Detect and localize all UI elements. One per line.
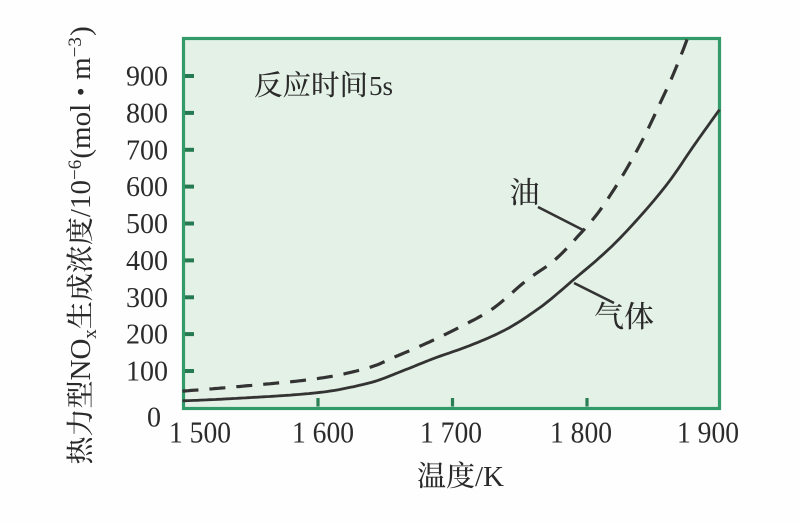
svg-text:1 500: 1 500 [169, 415, 231, 450]
svg-text:/K: /K [475, 461, 504, 493]
svg-text:(mol: (mol [65, 104, 97, 159]
svg-text:1 900: 1 900 [677, 415, 739, 450]
svg-text:400: 400 [126, 246, 168, 277]
svg-text:100: 100 [126, 357, 168, 388]
svg-text:/10: /10 [65, 180, 97, 217]
svg-text:x: x [80, 329, 101, 339]
svg-text:−6: −6 [65, 160, 86, 180]
svg-text:5s: 5s [369, 71, 393, 101]
svg-text:900: 900 [126, 62, 168, 93]
svg-text:1 700: 1 700 [420, 415, 482, 450]
svg-text:NO: NO [65, 339, 97, 381]
svg-text:600: 600 [126, 172, 168, 203]
svg-text:300: 300 [126, 283, 168, 314]
svg-text:): ) [65, 26, 97, 36]
svg-text:200: 200 [126, 320, 168, 351]
svg-text:−3: −3 [65, 37, 86, 57]
svg-text:700: 700 [126, 135, 168, 166]
svg-text:1 600: 1 600 [292, 415, 354, 450]
svg-text:1 800: 1 800 [550, 415, 612, 450]
svg-text:m: m [65, 57, 97, 80]
svg-text:500: 500 [126, 209, 168, 240]
svg-text:0: 0 [147, 403, 161, 434]
svg-text:800: 800 [126, 98, 168, 129]
